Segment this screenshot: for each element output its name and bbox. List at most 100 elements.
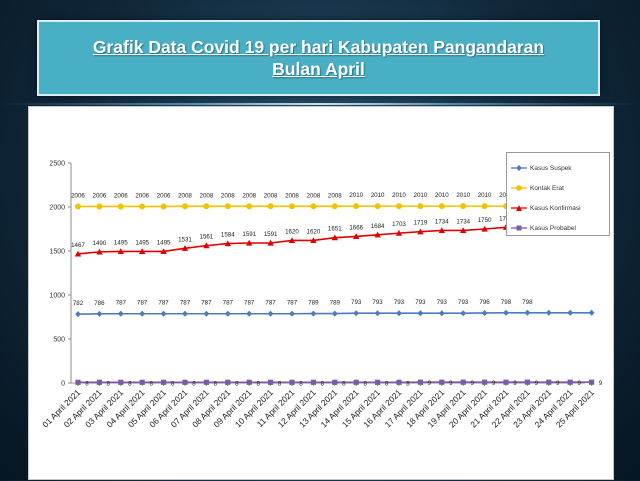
data-label: 1684 [371, 223, 385, 230]
data-label: 1620 [285, 228, 299, 235]
data-point-diamond [310, 311, 316, 317]
data-label: 787 [287, 300, 298, 307]
data-label: 1719 [414, 220, 428, 227]
data-point-circle [439, 203, 445, 209]
data-label: 2008 [242, 192, 256, 199]
data-label: 793 [415, 299, 426, 306]
data-point-circle [139, 203, 145, 209]
page-title-line1: Grafik Data Covid 19 per hari Kabupaten … [93, 36, 544, 58]
data-point-diamond [589, 310, 595, 316]
data-point-circle [182, 203, 188, 209]
data-label: 787 [201, 300, 212, 307]
data-point-circle [482, 203, 488, 209]
data-point-diamond [161, 311, 167, 317]
legend-label-konfirmasi: Kasus Konfirmasi [530, 205, 581, 212]
data-label: 9 [470, 380, 474, 387]
data-point-diamond [139, 311, 145, 317]
legend-label-kontak-erat: Kontak Erat [530, 185, 564, 192]
data-label: 787 [158, 300, 169, 307]
data-point-square [354, 380, 359, 385]
data-label: 2006 [71, 192, 85, 199]
data-point-diamond [75, 311, 81, 317]
data-label: 8 [171, 380, 175, 387]
data-label: 8 [192, 380, 196, 387]
data-label: 1591 [264, 231, 278, 238]
data-label: 787 [223, 300, 234, 307]
data-point-circle [289, 203, 295, 209]
data-point-square [225, 380, 230, 385]
data-label: 2008 [285, 192, 299, 199]
data-label: 8 [256, 380, 260, 387]
legend-item-probabel: Kasus Probabel [511, 223, 576, 233]
data-point-square [161, 380, 166, 385]
data-point-square [97, 380, 102, 385]
legend-marker-triangle [511, 204, 527, 212]
chart-legend: Kasus Suspek Kontak Erat Kasus Konfirmas… [506, 152, 610, 236]
data-label: 9 [599, 380, 603, 387]
legend-marker-circle [511, 184, 527, 192]
data-label: 2010 [414, 192, 428, 199]
data-label: 1495 [157, 239, 171, 246]
data-label: 8 [128, 380, 132, 387]
data-label: 793 [372, 299, 383, 306]
data-point-circle [118, 203, 124, 209]
data-label: 2008 [221, 192, 235, 199]
data-label: 793 [437, 299, 448, 306]
data-point-diamond [503, 310, 509, 316]
data-label: 786 [94, 300, 105, 307]
data-label: 2008 [200, 192, 214, 199]
data-label: 1495 [114, 239, 128, 246]
data-label: 9 [556, 380, 560, 387]
data-label: 789 [330, 300, 341, 307]
data-point-diamond [118, 311, 124, 317]
data-point-square [311, 380, 316, 385]
data-point-diamond [289, 311, 295, 317]
data-point-diamond [460, 310, 466, 316]
data-label: 2010 [435, 192, 449, 199]
data-point-square [247, 380, 252, 385]
data-label: 9 [577, 380, 581, 387]
data-point-diamond [567, 310, 573, 316]
data-label: 8 [235, 380, 239, 387]
data-label: 2006 [93, 192, 107, 199]
data-point-square [396, 380, 401, 385]
data-label: 782 [73, 300, 84, 307]
data-label: 798 [522, 299, 533, 306]
data-label: 2010 [392, 192, 406, 199]
data-point-square [482, 380, 487, 385]
data-point-diamond [524, 310, 530, 316]
data-point-diamond [353, 310, 359, 316]
data-point-square [268, 380, 273, 385]
data-point-diamond [417, 310, 423, 316]
data-point-circle [96, 203, 102, 209]
data-label: 798 [501, 299, 512, 306]
data-label: 787 [137, 300, 148, 307]
data-label: 2008 [328, 192, 342, 199]
data-point-square [140, 380, 145, 385]
y-tick-label: 0 [61, 381, 65, 388]
data-point-circle [75, 203, 81, 209]
data-label: 8 [321, 380, 325, 387]
data-point-circle [268, 203, 274, 209]
y-tick-label: 500 [53, 337, 65, 344]
legend-label-suspek: Kasus Suspek [530, 165, 572, 172]
legend-item-suspek: Kasus Suspek [511, 163, 572, 173]
data-point-square [461, 380, 466, 385]
data-label: 1561 [200, 234, 214, 241]
data-point-square [75, 380, 80, 385]
title-banner: Grafik Data Covid 19 per hari Kabupaten … [37, 20, 600, 96]
data-label: 9 [449, 380, 453, 387]
data-label: 2006 [114, 192, 128, 199]
data-label: 8 [342, 380, 346, 387]
data-label: 8 [107, 380, 111, 387]
data-point-circle [225, 203, 231, 209]
data-point-square [289, 380, 294, 385]
data-point-square [439, 380, 444, 385]
data-point-diamond [268, 311, 274, 317]
data-point-square [332, 380, 337, 385]
legend-item-konfirmasi: Kasus Konfirmasi [511, 203, 581, 213]
data-label: 793 [394, 299, 405, 306]
data-point-diamond [375, 310, 381, 316]
y-tick-label: 2500 [49, 161, 65, 168]
data-point-square [204, 380, 209, 385]
